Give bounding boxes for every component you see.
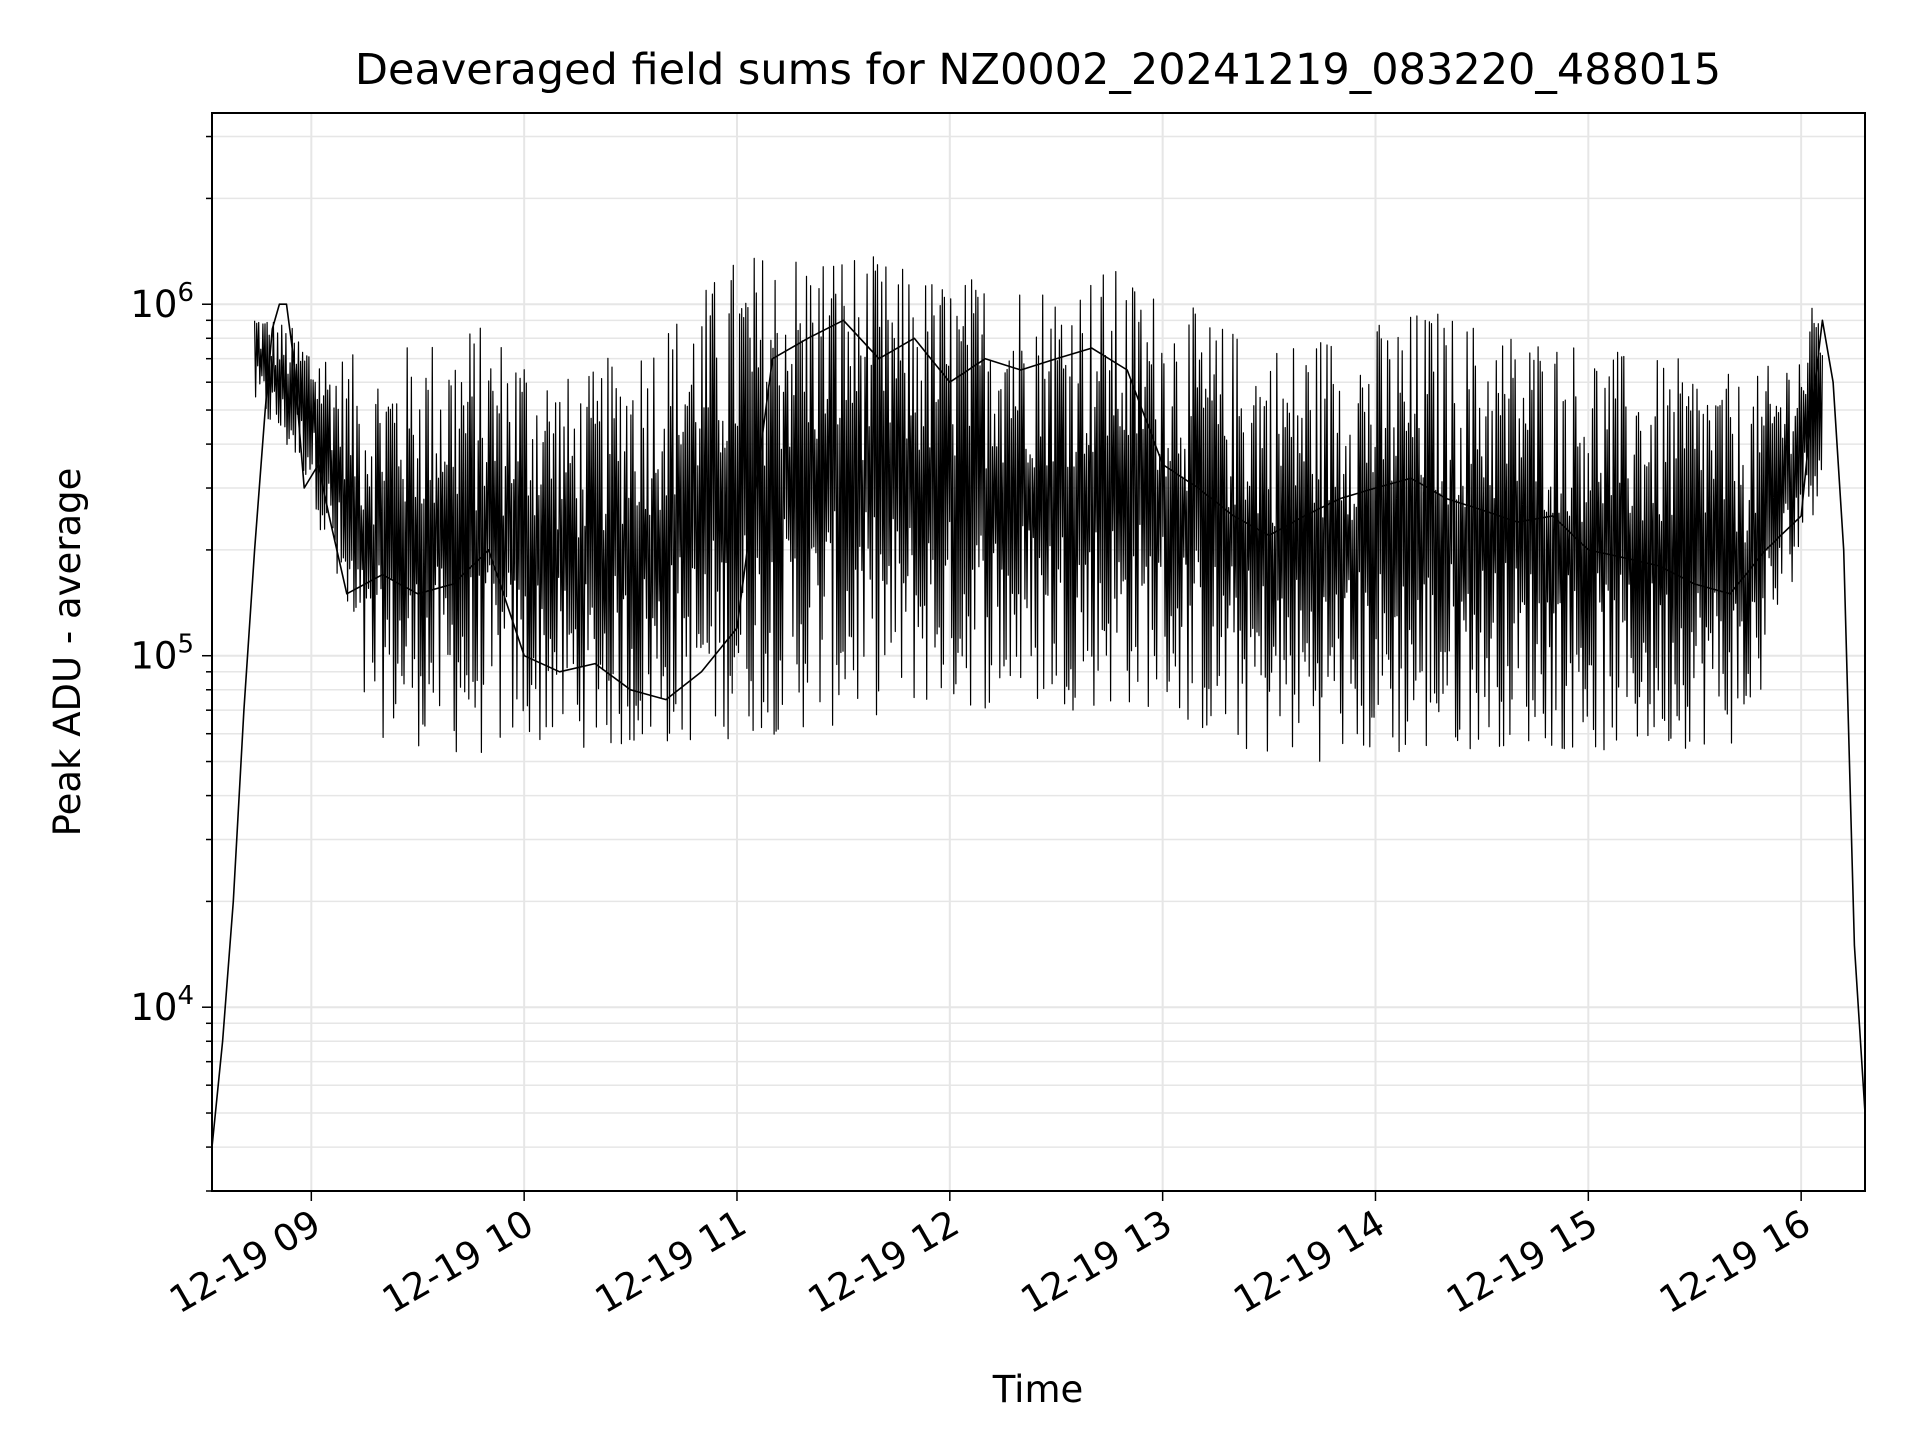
data-trace: [211, 256, 1866, 1148]
x-axis-label: Time: [992, 1368, 1084, 1411]
y-axis: 104 105 106: [130, 135, 212, 1192]
y-axis-label: Peak ADU - average: [46, 468, 89, 837]
y-tick-label: 105: [130, 630, 194, 678]
chart-title: Deaveraged field sums for NZ0002_2024121…: [355, 45, 1721, 95]
plot-area-frame: [211, 112, 1866, 1192]
y-tick-label: 104: [130, 981, 194, 1029]
series-oscillation: [254, 256, 1823, 762]
y-tick-label: 106: [130, 278, 194, 326]
